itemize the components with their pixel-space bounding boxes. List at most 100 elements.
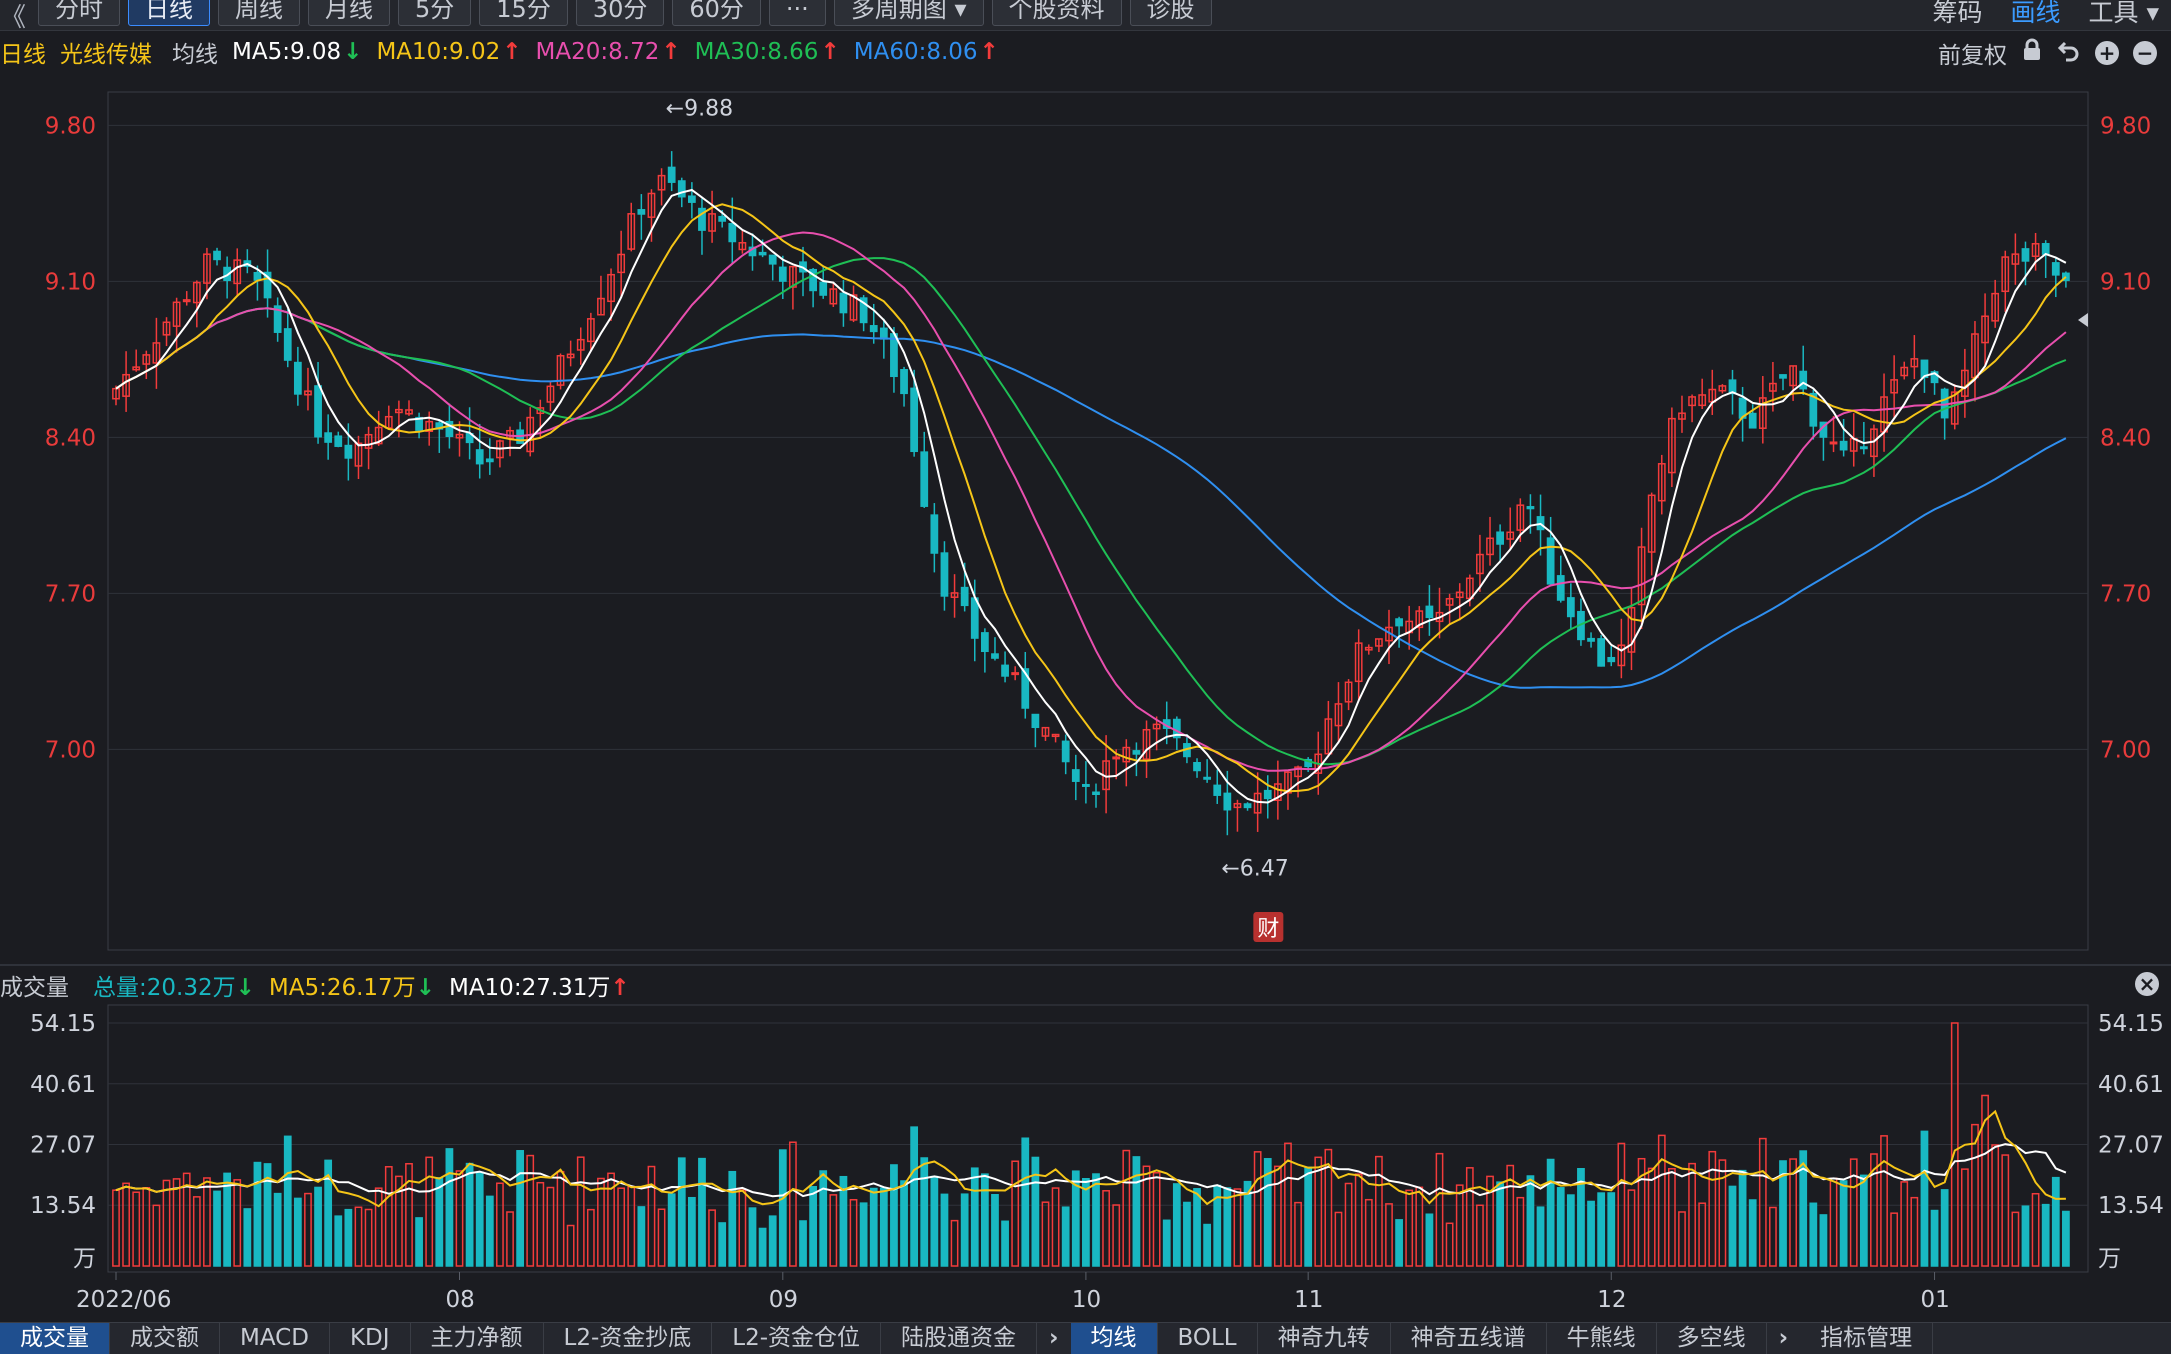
vol-ma5-value: MA5:26.17万 — [268, 975, 416, 1001]
volume-bar-down — [1546, 1158, 1555, 1267]
tab-2[interactable]: 周线 — [218, 0, 300, 26]
volume-bar-up — [112, 1189, 120, 1267]
indicator-tab-0[interactable]: 成交量 — [0, 1323, 110, 1354]
volume-bar-down — [1172, 1183, 1181, 1267]
volume-bar-down — [819, 1170, 828, 1267]
ma60-line — [115, 307, 2067, 689]
volume-bar-down — [1940, 1189, 1949, 1267]
volume-bar-down — [1859, 1174, 1868, 1267]
tab-6[interactable]: 30分 — [575, 0, 665, 26]
candle-up — [142, 354, 151, 365]
volume-bar-down — [718, 1222, 727, 1267]
vol-ma5-arrow-icon: ↓ — [415, 975, 435, 1001]
indicator-tab-4[interactable]: 主力净额 — [411, 1323, 544, 1354]
volume-bar-up — [1334, 1211, 1343, 1267]
volume-bar-up — [1829, 1177, 1838, 1267]
top-right-item-2[interactable]: 工具 ▾ — [2088, 0, 2160, 27]
zoom-in-icon[interactable]: + — [2095, 41, 2119, 65]
volume-bar-up — [425, 1156, 434, 1267]
indicator-tab-13[interactable]: 牛熊线 — [1547, 1323, 1657, 1354]
candle-down — [991, 653, 999, 659]
indicator-tab-6[interactable]: L2-资金仓位 — [712, 1323, 882, 1354]
candle-down — [1587, 637, 1595, 642]
candle-up — [1051, 733, 1060, 738]
back-icon[interactable]: 《 — [0, 3, 27, 33]
tab-8[interactable]: ··· — [768, 0, 826, 26]
volume-bar-down — [213, 1190, 221, 1267]
candle-down — [263, 271, 272, 299]
adjust-mode[interactable]: 前复权 — [1938, 43, 2007, 69]
candle-up — [1900, 366, 1909, 377]
volume-bar-up — [849, 1198, 858, 1267]
volume-bar-down — [1738, 1169, 1747, 1267]
volume-bar-down — [1577, 1168, 1585, 1267]
indicator-tab-10[interactable]: BOLL — [1158, 1323, 1258, 1354]
indicator-tab-16[interactable]: 指标管理 — [1800, 1323, 1934, 1354]
tab-7[interactable]: 60分 — [672, 0, 761, 26]
candle-down — [1243, 803, 1252, 809]
stock-name[interactable]: 光线传媒 — [60, 42, 152, 68]
candle-down — [1748, 412, 1757, 429]
volume-bar-down — [1203, 1223, 1212, 1267]
zoom-out-icon[interactable]: − — [2133, 41, 2157, 65]
volume-bar-up — [617, 1187, 626, 1267]
tab-11[interactable]: 诊股 — [1129, 0, 1212, 26]
tab-5[interactable]: 15分 — [479, 0, 568, 26]
candle-up — [556, 355, 565, 386]
top-right-item-0[interactable]: 筹码 — [1932, 0, 1983, 27]
volume-bar-up — [586, 1208, 595, 1267]
indicator-tab-7[interactable]: 陆股通资金 — [881, 1323, 1038, 1354]
top-right-item-1[interactable]: 画线 — [2010, 0, 2061, 27]
indicator-tab-14[interactable]: 多空线 — [1657, 1323, 1767, 1354]
volume-bar-down — [677, 1157, 686, 1267]
candle-down — [1193, 761, 1201, 772]
candle-down — [485, 458, 494, 463]
volume-bar-down — [475, 1171, 484, 1267]
tab-3[interactable]: 月线 — [308, 0, 390, 26]
tab-0[interactable]: 分时 — [38, 0, 120, 26]
volume-label[interactable]: 成交量 — [0, 975, 69, 1001]
candle-up — [1718, 385, 1727, 392]
close-icon[interactable]: × — [2135, 972, 2159, 996]
price-pane-frame — [107, 91, 2089, 951]
volume-bar-up — [1516, 1196, 1525, 1267]
indicator-tab-3[interactable]: KDJ — [330, 1323, 411, 1354]
candle-down — [1263, 789, 1272, 800]
indicator-tab-11[interactable]: 神奇九转 — [1258, 1323, 1391, 1354]
ma-group-label[interactable]: 均线 — [172, 42, 218, 68]
tab-9[interactable]: 多周期图 ▾ — [833, 0, 984, 26]
ma20-line — [115, 231, 2067, 772]
ma5-line — [115, 188, 2067, 804]
scroll-right-icon[interactable]: › — [1049, 1325, 1059, 1351]
indicator-tab-12[interactable]: 神奇五线谱 — [1391, 1323, 1547, 1354]
volume-bar-down — [435, 1177, 444, 1267]
x-tick-label: 10 — [1072, 1287, 1101, 1313]
indicator-tab-5[interactable]: L2-资金抄底 — [544, 1323, 713, 1354]
volume-bar-down — [1748, 1199, 1757, 1267]
kline-chart[interactable]: 9.80 9.80 9.10 9.10 8.40 8.40 7.70 7.70 7.00 7.00… — [0, 0, 2171, 1322]
volume-bar-down — [930, 1175, 939, 1267]
candle-up — [1324, 718, 1333, 755]
volume-bar-up — [1657, 1134, 1666, 1267]
tab-4[interactable]: 5分 — [398, 0, 472, 26]
volume-bar-down — [243, 1208, 252, 1267]
candle-down — [839, 292, 848, 314]
indicator-tab-9[interactable]: 均线 — [1070, 1323, 1158, 1354]
volume-bar-down — [1304, 1166, 1313, 1267]
pane-divider[interactable] — [0, 964, 2171, 966]
volume-bar-up — [354, 1206, 363, 1267]
undo-icon[interactable] — [2057, 38, 2081, 68]
lock-icon[interactable] — [2021, 38, 2043, 68]
volume-bar-up — [1991, 1144, 2000, 1267]
tab-1[interactable]: 日线 — [128, 0, 210, 26]
indicator-tab-1[interactable]: 成交额 — [110, 1323, 220, 1354]
volume-bar-down — [637, 1206, 646, 1267]
volume-bar-up — [1647, 1167, 1656, 1267]
scroll-right-icon[interactable]: › — [1778, 1325, 1789, 1351]
candle-down — [293, 361, 302, 395]
tab-10[interactable]: 个股资料 — [991, 0, 1122, 26]
vol-ma10-value: MA10:27.31万 — [448, 975, 611, 1001]
vol-ma5: MA5:26.17万↓ — [269, 968, 435, 1002]
candle-up — [1829, 441, 1838, 445]
indicator-tab-2[interactable]: MACD — [220, 1323, 330, 1354]
